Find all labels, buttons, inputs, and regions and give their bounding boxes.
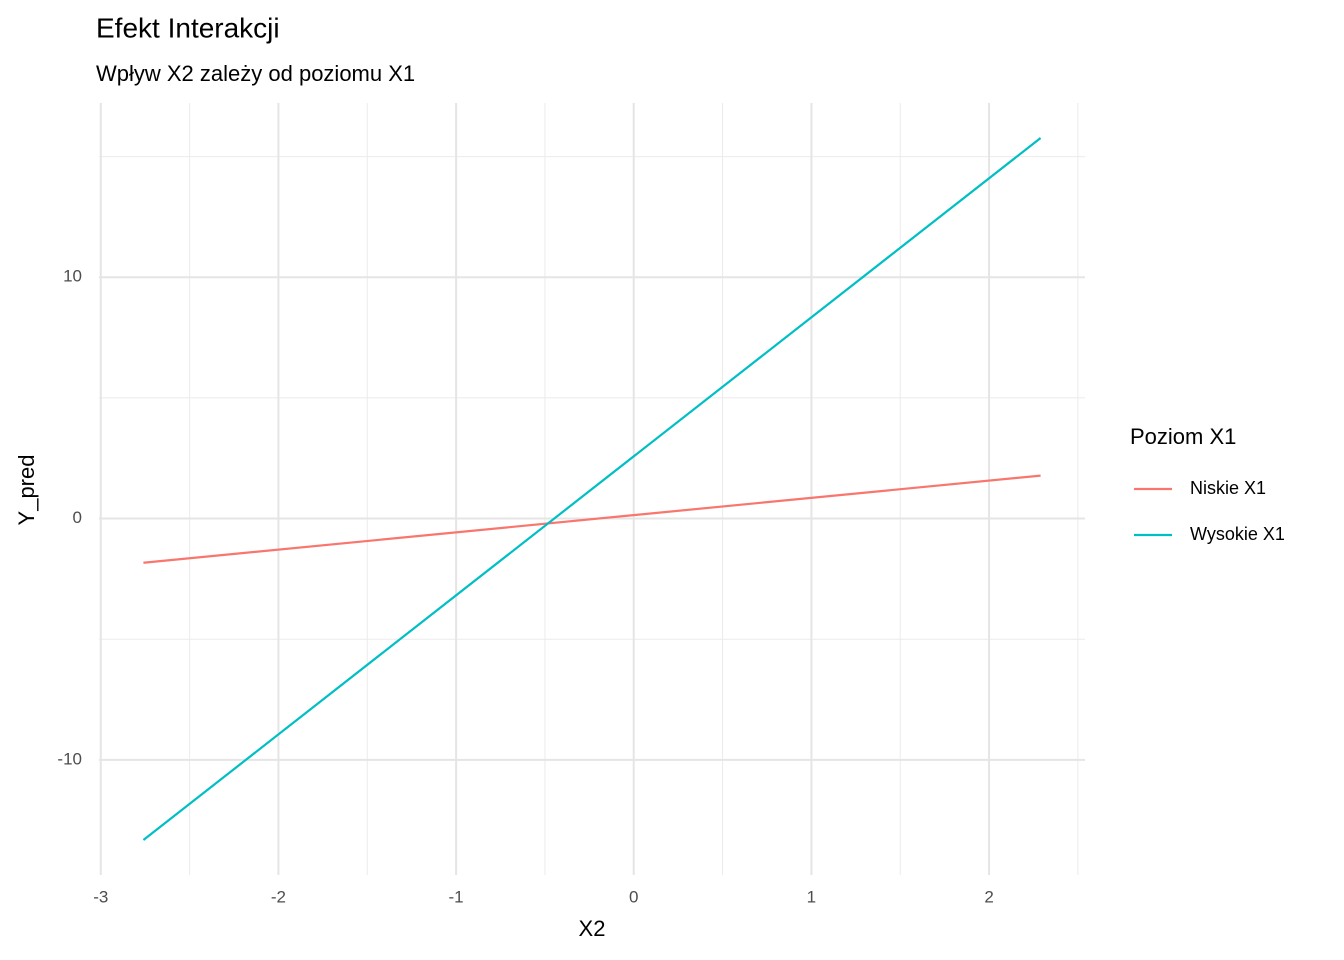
y-tick-label: -10 (57, 749, 82, 768)
y-tick-label: 0 (73, 508, 82, 527)
series-line (143, 474, 1041, 564)
x-tick-label: -1 (449, 887, 464, 906)
x-tick-label: -2 (271, 887, 286, 906)
x-tick-label: 2 (984, 887, 993, 906)
x-axis-title: X2 (579, 916, 606, 941)
x-tick-label: -3 (93, 887, 108, 906)
legend-title: Poziom X1 (1130, 424, 1236, 449)
y-tick-label: 10 (63, 267, 82, 286)
y-axis-title: Y_pred (14, 455, 39, 526)
x-tick-label: 1 (807, 887, 816, 906)
chart-title: Efekt Interakcji (96, 12, 280, 43)
series-line (142, 137, 1042, 841)
chart-subtitle: Wpływ X2 zależy od poziomu X1 (96, 61, 415, 86)
x-tick-label: 0 (629, 887, 638, 906)
legend-label: Wysokie X1 (1190, 524, 1285, 544)
legend-label: Niskie X1 (1190, 478, 1266, 498)
